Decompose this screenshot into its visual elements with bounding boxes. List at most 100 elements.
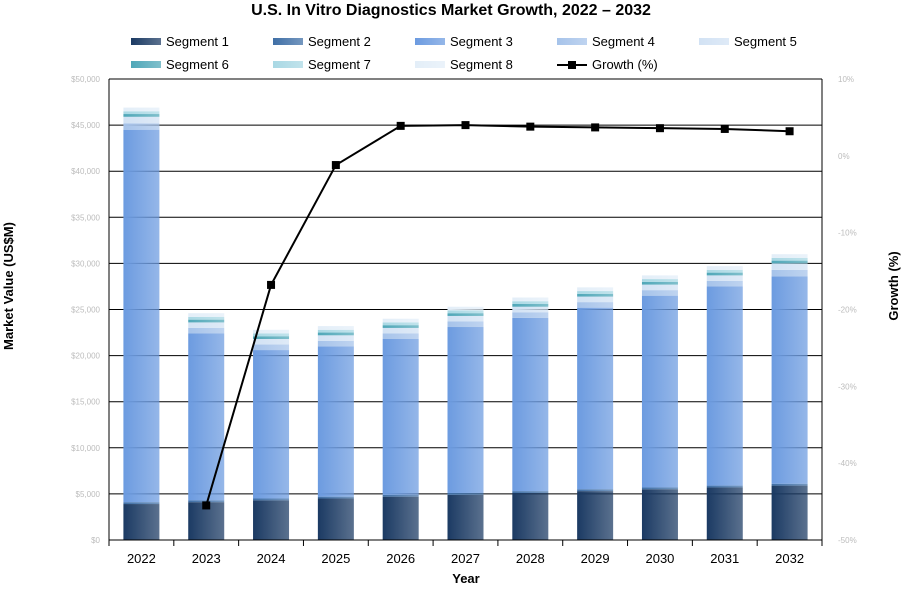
bar-segment-5 xyxy=(771,263,808,270)
x-tick-label: 2026 xyxy=(386,551,415,566)
legend-label: Segment 1 xyxy=(166,34,229,49)
bar-segment-5 xyxy=(512,306,549,313)
x-tick-label: 2031 xyxy=(710,551,739,566)
bar-segment-7 xyxy=(706,269,743,273)
bar-segment-2 xyxy=(317,496,354,499)
bar-segment-1 xyxy=(577,491,614,540)
y-tick-label: $25,000 xyxy=(71,306,100,315)
x-tick-label: 2030 xyxy=(645,551,674,566)
bar-segment-6 xyxy=(641,281,678,285)
bar-segment-4 xyxy=(447,321,484,328)
bar-segment-1 xyxy=(447,494,484,540)
y-tick-label: $30,000 xyxy=(71,259,100,268)
y-tick-label: $5,000 xyxy=(76,490,101,499)
bar-segment-3 xyxy=(577,307,614,490)
growth-marker xyxy=(526,122,535,131)
bar-segment-7 xyxy=(123,111,160,115)
bar-segment-4 xyxy=(123,123,160,130)
legend-label: Segment 8 xyxy=(450,57,513,72)
y2-tick-label: -20% xyxy=(838,306,857,315)
bar-segment-7 xyxy=(641,279,678,282)
bar-segment-6 xyxy=(447,313,484,316)
bar-segment-7 xyxy=(577,291,614,294)
bar-segment-4 xyxy=(317,340,354,347)
legend-swatch xyxy=(131,61,161,68)
bar-segment-6 xyxy=(382,325,419,328)
bar-segment-6 xyxy=(253,336,290,340)
bar-segment-8 xyxy=(706,266,743,270)
bar-segment-7 xyxy=(317,329,354,333)
legend-swatch xyxy=(415,38,445,45)
y-tick-label: $45,000 xyxy=(71,121,100,130)
y-tick-label: $35,000 xyxy=(71,213,100,222)
bar-segment-8 xyxy=(317,326,354,330)
bar-segment-3 xyxy=(706,286,743,486)
bar-segment-4 xyxy=(706,280,743,287)
bar-segment-8 xyxy=(577,287,614,292)
legend-swatch xyxy=(273,38,303,45)
bar-segment-5 xyxy=(317,335,354,341)
bar-segment-3 xyxy=(188,333,225,501)
bar-segment-1 xyxy=(317,498,354,540)
bar-segment-2 xyxy=(253,498,290,501)
bar-segment-8 xyxy=(253,329,290,334)
legend-label: Growth (%) xyxy=(592,57,658,72)
bar-segment-4 xyxy=(641,290,678,296)
bar-segment-2 xyxy=(188,500,225,503)
bar-segment-1 xyxy=(382,496,419,540)
x-tick-label: 2029 xyxy=(581,551,610,566)
bar-segment-7 xyxy=(771,257,808,261)
legend-label: Segment 7 xyxy=(308,57,371,72)
bar-segment-1 xyxy=(641,489,678,540)
bar-segment-2 xyxy=(382,494,419,497)
bar-segment-5 xyxy=(253,339,290,345)
growth-marker xyxy=(655,124,664,133)
bar-segment-5 xyxy=(123,116,160,124)
bar-segment-4 xyxy=(253,344,290,351)
bar-segment-7 xyxy=(382,322,419,326)
y2-tick-label: -40% xyxy=(838,459,857,468)
legend-swatch xyxy=(557,38,587,45)
y2-tick-label: -30% xyxy=(838,382,857,391)
bar-segment-6 xyxy=(188,319,225,323)
bar-segment-6 xyxy=(512,303,549,307)
bar-segment-8 xyxy=(512,297,549,302)
bar-segment-8 xyxy=(188,313,225,317)
bar-segment-2 xyxy=(512,491,549,493)
x-tick-label: 2022 xyxy=(127,551,156,566)
bar-segment-6 xyxy=(706,272,743,276)
x-tick-label: 2025 xyxy=(321,551,350,566)
axes: $0 $5,000 $10,000 $15,000 $20,000 $25,000 $30,… xyxy=(71,75,857,566)
y2-tick-label: 0% xyxy=(838,152,850,161)
growth-marker xyxy=(591,123,600,132)
growth-line xyxy=(202,121,794,510)
bar-segment-8 xyxy=(382,318,419,323)
legend-swatch xyxy=(415,61,445,68)
y-tick-label: $50,000 xyxy=(71,75,100,84)
y-tick-label: $10,000 xyxy=(71,444,100,453)
bar-segment-1 xyxy=(123,504,160,540)
y2-tick-label: -10% xyxy=(838,229,857,238)
bar-segment-6 xyxy=(123,114,160,117)
bar-segment-3 xyxy=(123,129,160,503)
legend-label: Segment 2 xyxy=(308,34,371,49)
bar-segment-3 xyxy=(382,339,419,495)
legend-label: Segment 3 xyxy=(450,34,513,49)
bar-segment-5 xyxy=(706,275,743,281)
y-axis-label: Market Value (US$M) xyxy=(1,222,16,350)
bar-segment-3 xyxy=(317,346,354,497)
bar-segment-1 xyxy=(512,492,549,540)
x-tick-label: 2023 xyxy=(192,551,221,566)
bar-segment-5 xyxy=(188,322,225,328)
bar-segment-5 xyxy=(382,327,419,334)
y2-tick-label: -50% xyxy=(838,536,857,545)
growth-line-path xyxy=(205,124,790,506)
bar-segment-8 xyxy=(641,275,678,280)
bar-segment-7 xyxy=(253,333,290,337)
y-tick-label: $0 xyxy=(91,536,100,545)
x-tick-label: 2028 xyxy=(516,551,545,566)
bar-segment-7 xyxy=(447,310,484,314)
x-tick-label: 2032 xyxy=(775,551,804,566)
